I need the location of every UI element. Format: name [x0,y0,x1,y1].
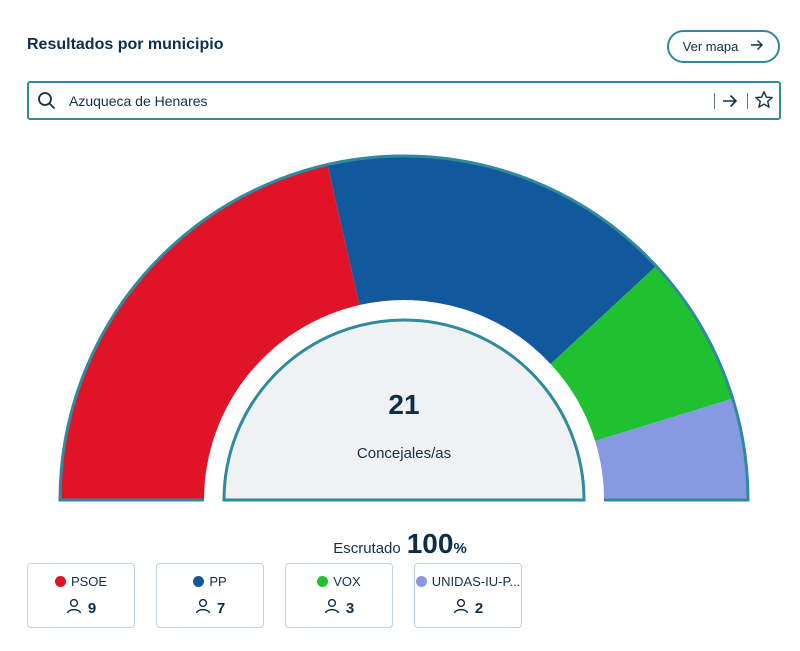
page-title: Resultados por municipio [27,36,224,53]
legend-item-pp[interactable]: PP 7 [156,563,264,628]
legend-party-name: UNIDAS-IU-P... [431,574,521,589]
person-icon [453,598,469,618]
legend-party-name: PP [209,574,227,589]
legend-dot [415,576,427,587]
legend-seat-count: 9 [87,599,97,617]
scrutiny-label: Escrutado [333,540,401,557]
legend-dot [54,576,66,587]
search-input[interactable] [69,90,689,112]
municipality-search [27,81,781,120]
legend-dot [317,576,329,587]
legend-dot [193,576,205,587]
legend-seat-count: 3 [345,599,355,617]
person-icon [195,598,211,618]
legend-item-vox[interactable]: VOX 3 [285,563,393,628]
seat-segment-psoe [60,164,360,500]
seat-segment-unidas-iu-p [595,398,748,500]
seat-segment-pp [327,156,657,364]
star-icon[interactable] [754,90,774,115]
person-icon [324,598,340,618]
arrow-right-icon[interactable] [721,91,739,116]
chart-center-disc [222,318,586,502]
arrow-right-icon [750,39,764,54]
view-map-label: Ver mapa [682,39,739,54]
legend-seat-count: 7 [216,599,226,617]
search-icon [37,91,57,116]
legend-party-name: PSOE [70,574,108,589]
legend-seat-count: 2 [474,599,484,617]
legend-item-psoe[interactable]: PSOE 9 [27,563,135,628]
view-map-button[interactable]: Ver mapa [667,30,780,63]
total-seats: 21 [388,389,419,420]
chart-outer-border [58,154,750,502]
seat-chart: 21 Concejales/as [58,154,750,502]
scrutiny-value: 100 [406,528,454,559]
divider [747,93,748,109]
legend-party-name: VOX [333,574,361,589]
divider [714,93,715,109]
seat-segment-vox [550,266,733,442]
scrutiny-status: Escrutado 100% [0,528,800,560]
scrutiny-unit: % [453,540,467,557]
legend-item-unidas-iu[interactable]: UNIDAS-IU-P... 2 [414,563,522,628]
center-label: Concejales/as [357,445,451,462]
person-icon [66,598,82,618]
